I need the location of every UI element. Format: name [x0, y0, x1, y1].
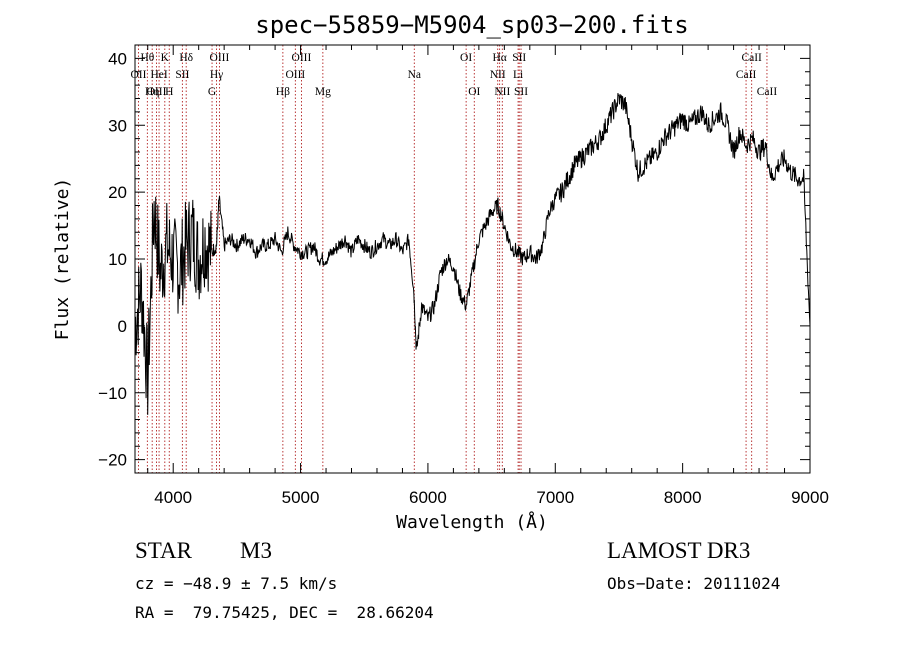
spectrum-line — [134, 92, 811, 415]
x-axis: 4000 5000 6000 7000 8000 9000 — [147, 45, 829, 507]
spectral-line-label: Hδ — [179, 52, 193, 64]
plot-frame — [134, 44, 811, 474]
spectral-line-label: Li — [513, 69, 523, 81]
redshift-velocity: cz = −48.9 ± 7.5 km/s — [135, 574, 338, 593]
spectral-line-label: CaII — [757, 86, 778, 98]
spectral-line-label: CaII — [736, 69, 757, 81]
x-tick-label: 9000 — [791, 488, 829, 507]
spectral-line-label: NII — [494, 86, 510, 98]
spectral-line-label: OI — [460, 52, 472, 64]
x-axis-label: Wavelength (Å) — [396, 511, 548, 533]
spectral-line-label: Hγ — [210, 69, 223, 81]
object-subclass: M3 — [240, 538, 272, 563]
spectral-line-label: Hη — [145, 86, 159, 98]
spectral-line-markers — [137, 45, 768, 473]
spectral-line-label: Na — [408, 69, 421, 81]
x-tick-label: 4000 — [154, 488, 192, 507]
y-tick-label: 0 — [118, 317, 127, 336]
x-tick-label: 7000 — [536, 488, 574, 507]
spectral-line-label: Hθ — [140, 52, 154, 64]
spectral-line-label: OIII — [292, 52, 312, 64]
y-tick-label: 20 — [108, 183, 127, 202]
observation-date: Obs−Date: 20111024 — [607, 574, 781, 593]
spectral-line-label: Hα — [492, 52, 506, 64]
spectral-line-label: OII — [130, 69, 146, 81]
sky-coordinates: RA = 79.75425, DEC = 28.66204 — [135, 603, 434, 622]
chart-title: spec−55859−M5904_sp03−200.fits — [255, 11, 688, 39]
x-tick-label: 5000 — [282, 488, 320, 507]
spectral-line-label: SII — [514, 86, 528, 98]
y-axis: −20 −10 0 10 20 30 40 — [98, 49, 810, 470]
x-tick-label: 6000 — [409, 488, 447, 507]
spectral-line-label: CaII — [741, 52, 762, 64]
spectral-line-label: Mg — [315, 86, 331, 98]
spectral-line-label: G — [208, 86, 216, 98]
y-tick-label: −20 — [98, 451, 127, 470]
spectral-line-label: K — [161, 52, 170, 64]
spectral-line-label: OIII — [210, 52, 230, 64]
spectral-line-label: Hβ — [276, 86, 290, 98]
survey-name: LAMOST DR3 — [607, 538, 751, 563]
spectral-line-label: OIII — [285, 69, 305, 81]
spectral-line-label: OI — [468, 86, 480, 98]
y-tick-label: 40 — [108, 49, 127, 68]
y-tick-label: −10 — [98, 384, 127, 403]
y-axis-label: Flux (relative) — [52, 178, 73, 341]
spectral-line-label: SII — [175, 69, 189, 81]
x-tick-label: 8000 — [664, 488, 702, 507]
spectral-line-label: HeI — [150, 69, 167, 81]
spectral-line-label: OIII — [147, 86, 167, 98]
spectral-line-label: H — [165, 86, 173, 98]
spectral-line-label: NII — [490, 69, 506, 81]
spectral-line-label: SII — [512, 52, 526, 64]
y-tick-label: 10 — [108, 250, 127, 269]
object-class: STAR — [135, 538, 192, 563]
y-tick-label: 30 — [108, 116, 127, 135]
